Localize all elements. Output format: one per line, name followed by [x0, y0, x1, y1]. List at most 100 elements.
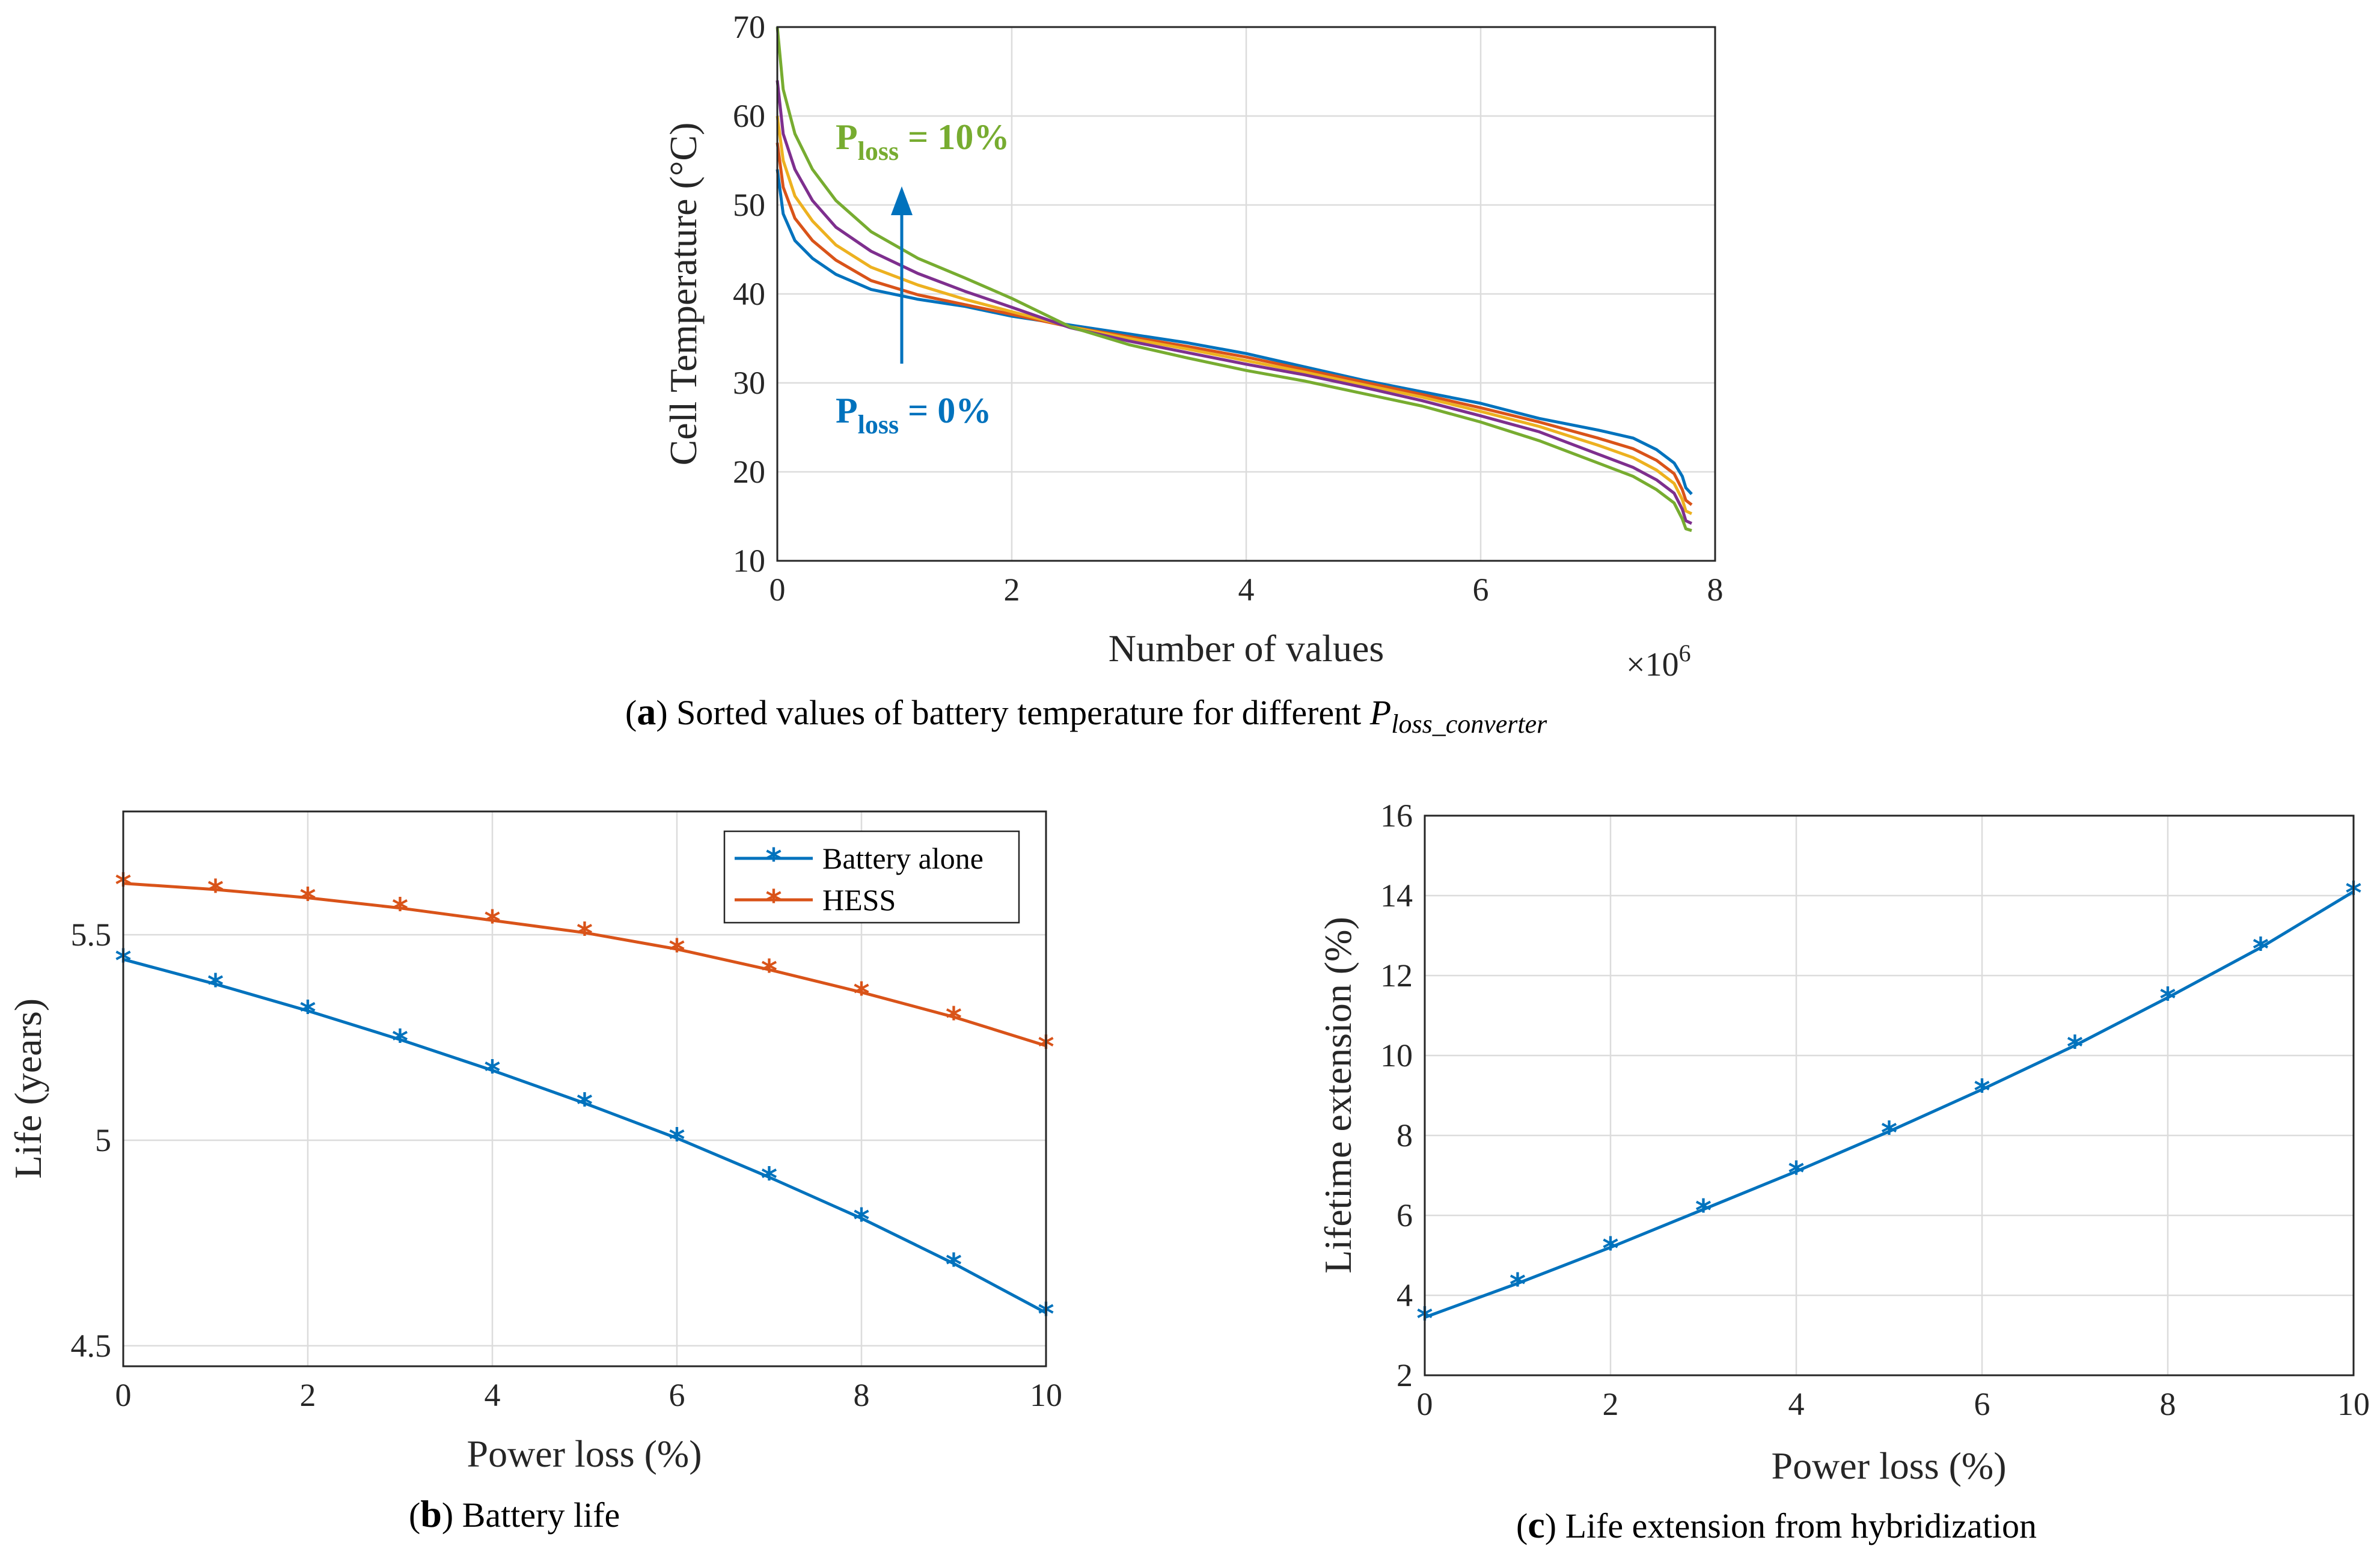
- b-caption-close: ): [442, 1495, 453, 1535]
- b-series-0-point: *: [946, 1247, 962, 1283]
- a-y-tick-label: 40: [733, 276, 765, 312]
- a-series-line-0: [775, 169, 1693, 495]
- a-annotation-10-rest: = 10%: [899, 117, 1009, 157]
- c-x-tick-label: 6: [1974, 1386, 1990, 1422]
- c-series-0-point: *: [2067, 1029, 2083, 1065]
- b-x-axis-label: Power loss (%): [467, 1432, 702, 1475]
- c-y-tick-label: 4: [1396, 1277, 1413, 1313]
- c-y-tick-label: 12: [1380, 958, 1413, 994]
- b-x-tick-label: 10: [1030, 1377, 1062, 1413]
- b-x-tick-label: 0: [115, 1377, 132, 1413]
- panel-a-chart: 0 2 4 6 8 10 20 30 40 50 60 70 Number of values Cel…: [625, 9, 1724, 739]
- a-series-line-1: [775, 142, 1693, 506]
- b-series-1-point: *: [484, 904, 500, 940]
- a-annotation-0-main: P: [836, 391, 858, 430]
- a-tick-labels: 0 2 4 6 8 10 20 30 40 50 60 70: [733, 9, 1724, 608]
- a-caption-symbol: P: [1369, 693, 1391, 732]
- b-series-1-point: *: [207, 873, 224, 909]
- c-gridlines: [1424, 814, 2355, 1376]
- c-caption-letter: c: [1528, 1503, 1544, 1546]
- b-legend-label-hess: HESS: [822, 883, 896, 917]
- b-series-0-point: *: [299, 995, 316, 1031]
- a-annotation-10-sub: loss: [858, 136, 899, 166]
- b-series-line-1: [123, 882, 1047, 1048]
- a-series-line-3: [775, 80, 1693, 525]
- c-caption-text: Life extension from hybridization: [1556, 1506, 2037, 1545]
- b-x-tick-label: 4: [485, 1377, 501, 1413]
- b-x-tick-label: 2: [300, 1377, 316, 1413]
- b-legend-marker-hess: *: [765, 884, 782, 920]
- b-y-tick-label: 5.5: [71, 917, 112, 953]
- b-series-line-0: [123, 958, 1047, 1315]
- c-series-0-point: *: [1695, 1193, 1712, 1229]
- a-x-tick-label: 0: [769, 572, 786, 608]
- b-caption-letter: b: [420, 1492, 442, 1535]
- c-caption-open: (: [1516, 1506, 1528, 1545]
- a-y-tick-label: 20: [733, 454, 765, 490]
- b-y-axis-label: Life (years): [7, 998, 49, 1179]
- a-y-axis-label: Cell Temperature (°C): [662, 123, 705, 466]
- c-axes-box: [1424, 814, 2355, 1376]
- c-y-tick-label: 8: [1396, 1117, 1413, 1153]
- c-x-axis-label: Power loss (%): [1771, 1444, 2006, 1487]
- a-caption-letter: a: [637, 690, 656, 733]
- a-series-line-4: [775, 26, 1692, 533]
- c-caption-close: ): [1545, 1506, 1556, 1545]
- b-caption: (b) Battery life: [409, 1492, 620, 1535]
- c-x-tick-label: 8: [2160, 1386, 2176, 1422]
- a-caption-open: (: [625, 693, 637, 732]
- b-series: ************ * * * * * *****: [115, 867, 1054, 1333]
- c-series-0-point: *: [2253, 931, 2269, 967]
- panel-b-chart: ************ * * * * * ***** 0 2 4 6 8 104.555.5 Po…: [7, 810, 1063, 1535]
- a-y-tick-label: 50: [733, 187, 765, 223]
- a-arrow: [891, 186, 913, 364]
- a-x-tick-label: 2: [1004, 572, 1020, 608]
- a-x-tick-label: 4: [1238, 572, 1255, 608]
- b-series-0-point: *: [761, 1161, 777, 1197]
- a-series-line-2: [775, 115, 1693, 515]
- b-y-tick-label: 5: [95, 1122, 111, 1158]
- a-x-tick-label: 6: [1473, 572, 1489, 608]
- b-series-1-point: *: [853, 976, 869, 1012]
- a-x-multiplier-base: ×10: [1626, 646, 1679, 683]
- c-x-tick-label: 2: [1603, 1386, 1619, 1422]
- c-y-tick-label: 16: [1380, 798, 1413, 834]
- b-series-0-point: *: [577, 1087, 593, 1123]
- a-annotation-0-rest: = 0%: [899, 391, 991, 430]
- a-annotation-0-sub: loss: [858, 410, 899, 439]
- c-series-0-point: *: [1788, 1155, 1804, 1191]
- b-series-1-point: *: [761, 953, 777, 989]
- b-series-0-point: *: [484, 1054, 500, 1090]
- c-x-tick-label: 0: [1417, 1386, 1433, 1422]
- b-series-0-point: *: [668, 1122, 685, 1158]
- c-series-line-0: [1424, 890, 2355, 1319]
- a-x-axis-label: Number of values: [1109, 627, 1384, 670]
- c-y-tick-label: 2: [1396, 1357, 1413, 1393]
- b-series-1-point: *: [299, 882, 316, 918]
- b-axes-box: [122, 810, 1047, 1367]
- a-caption-close: ): [656, 693, 667, 732]
- c-y-tick-label: 14: [1380, 878, 1413, 914]
- c-series-0-point: *: [2159, 982, 2176, 1018]
- b-series-0-point: *: [207, 968, 224, 1004]
- c-x-tick-label: 4: [1788, 1386, 1805, 1422]
- c-y-tick-label: 10: [1380, 1037, 1413, 1074]
- c-series-0-point: *: [1974, 1074, 1990, 1110]
- a-x-multiplier-exp: 6: [1679, 640, 1691, 667]
- b-series-1-point: *: [392, 892, 408, 928]
- a-y-tick-label: 30: [733, 365, 765, 401]
- c-series-0-point: *: [1881, 1115, 1897, 1151]
- b-tick-labels: 0 2 4 6 8 10 4.5 5 5.5: [71, 917, 1063, 1413]
- a-caption-subscript: loss_converter: [1391, 709, 1547, 739]
- c-series: ***********: [1416, 875, 2361, 1337]
- b-series-1-point: *: [668, 933, 685, 969]
- c-series-0-point: *: [1510, 1267, 1526, 1303]
- b-caption-text: Battery life: [453, 1495, 620, 1535]
- b-y-tick-label: 4.5: [71, 1328, 112, 1364]
- b-legend-box: [723, 830, 1020, 924]
- b-series-0-point: *: [853, 1202, 869, 1238]
- b-legend: * Battery alone * HESS: [723, 830, 1020, 924]
